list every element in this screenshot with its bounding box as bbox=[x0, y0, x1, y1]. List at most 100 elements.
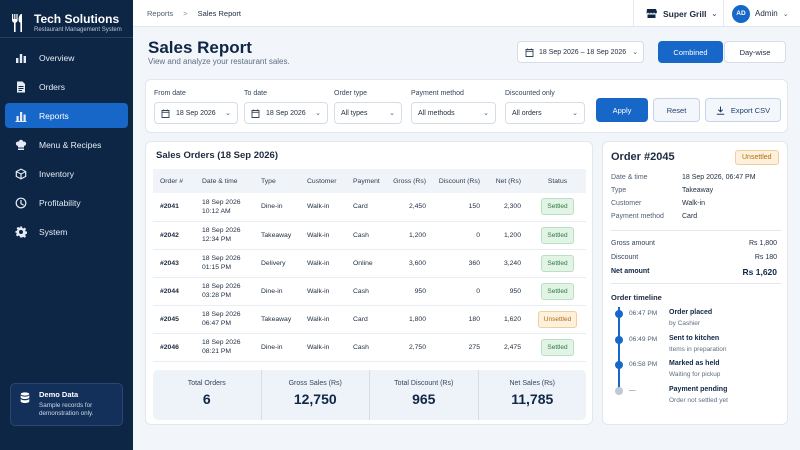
status-badge: Settled bbox=[541, 338, 574, 356]
time-text: 06:47 PM bbox=[202, 320, 232, 327]
download-icon bbox=[716, 106, 725, 115]
order-id-cell: #2042 bbox=[153, 221, 195, 250]
customer-cell: Walk-in bbox=[300, 305, 346, 334]
table-header-row: Order # Date & time Type Customer Paymen… bbox=[153, 169, 586, 193]
sidebar-item-menu-recipes[interactable]: Menu & Recipes bbox=[5, 132, 128, 157]
breadcrumb-current: Sales Report bbox=[197, 9, 242, 18]
export-csv-button[interactable]: Export CSV bbox=[705, 98, 781, 122]
discounted-only-select[interactable]: All orders ⌄ bbox=[505, 102, 585, 124]
reset-button[interactable]: Reset bbox=[653, 98, 700, 122]
order-id-cell: #2045 bbox=[153, 305, 195, 334]
outlet-selector[interactable]: Super Grill ⌄ bbox=[633, 0, 723, 27]
gross-cell: 2,450 bbox=[388, 193, 434, 222]
view-combined-button[interactable]: Combined bbox=[658, 41, 723, 63]
date-text: 18 Sep 2026 bbox=[202, 227, 241, 234]
to-date-input[interactable]: 18 Sep 2026 ⌄ bbox=[244, 102, 328, 124]
table-row[interactable]: #2046 18 Sep 2026 08:21 PM Dine-in Walk-in Ca… bbox=[153, 333, 586, 362]
status-badge: Settled bbox=[541, 282, 574, 300]
net-cell: 1,620 bbox=[488, 305, 529, 334]
discounted-only-value: All orders bbox=[512, 109, 542, 117]
payment-cell: Cash bbox=[346, 333, 388, 362]
sidebar-item-inventory[interactable]: Inventory bbox=[5, 161, 128, 186]
sidebar-item-label: Overview bbox=[39, 52, 75, 63]
status-cell: Settled bbox=[529, 249, 586, 278]
timeline-event: Marked as held bbox=[669, 360, 720, 367]
from-date-input[interactable]: 18 Sep 2026 ⌄ bbox=[154, 102, 238, 124]
timeline-dot bbox=[615, 336, 623, 344]
bar-chart-icon bbox=[16, 53, 26, 63]
datetime-cell: 18 Sep 2026 03:28 PM bbox=[195, 277, 254, 306]
view-daywise-button[interactable]: Day-wise bbox=[724, 41, 786, 63]
sidebar-item-overview[interactable]: Overview bbox=[5, 45, 128, 70]
detail-value: Card bbox=[682, 213, 698, 220]
discount-value: Rs 180 bbox=[754, 254, 777, 261]
date-text: 18 Sep 2026 bbox=[202, 198, 241, 206]
detail-label: Type bbox=[611, 187, 627, 194]
table-row[interactable]: #2044 18 Sep 2026 03:28 PM Dine-in Walk-in Ca… bbox=[153, 277, 586, 306]
chef-hat-icon bbox=[15, 139, 27, 150]
table-row[interactable]: #2043 18 Sep 2026 01:15 PM Delivery Walk-in O… bbox=[153, 249, 586, 278]
payment-method-select[interactable]: All methods ⌄ bbox=[411, 102, 496, 124]
date-text: 18 Sep 2026 bbox=[202, 339, 241, 346]
gross-amount-value: Rs 1,800 bbox=[748, 240, 777, 247]
sidebar-item-label: Inventory bbox=[39, 168, 74, 179]
sidebar-item-orders[interactable]: Orders bbox=[5, 74, 128, 99]
discount-cell: 275 bbox=[434, 333, 488, 362]
gross-cell: 3,600 bbox=[388, 249, 434, 278]
order-id-cell: #2044 bbox=[153, 277, 195, 306]
type-cell: Delivery bbox=[254, 249, 300, 278]
topbar: Reports > Sales Report Super Grill ⌄ AD … bbox=[133, 0, 800, 27]
user-name: Admin bbox=[755, 9, 778, 18]
type-cell: Dine-in bbox=[254, 277, 300, 306]
table-row[interactable]: #2041 18 Sep 2026 10:12 AM Dine-in Walk-in Ca… bbox=[153, 193, 586, 222]
discount-cell: 150 bbox=[434, 193, 488, 222]
gross-cell: 1,200 bbox=[388, 221, 434, 250]
timeline-sub: Order not settled yet bbox=[669, 397, 728, 404]
gross-amount-label: Gross amount bbox=[611, 240, 655, 247]
order-type-select[interactable]: All types ⌄ bbox=[334, 102, 402, 124]
sidebar-item-reports[interactable]: Reports bbox=[5, 103, 128, 128]
column-header: Type bbox=[254, 169, 300, 193]
export-csv-label: Export CSV bbox=[730, 105, 771, 115]
timeline-time: 06:58 PM bbox=[629, 361, 658, 368]
type-cell: Dine-in bbox=[254, 333, 300, 362]
net-amount-value: Rs 1,620 bbox=[742, 267, 778, 277]
discount-cell: 180 bbox=[434, 305, 488, 334]
sidebar-item-label: Menu & Recipes bbox=[39, 139, 102, 150]
divider bbox=[611, 230, 781, 231]
timeline-sub: Items in preparation bbox=[669, 346, 727, 353]
summary-net-sales: Net Sales (Rs) 11,785 bbox=[479, 370, 587, 420]
time-text: 10:12 AM bbox=[202, 207, 231, 215]
date-range-picker[interactable]: 18 Sep 2026 – 18 Sep 2026 ⌄ bbox=[517, 41, 644, 63]
datetime-cell: 18 Sep 2026 01:15 PM bbox=[195, 249, 254, 278]
demo-title: Demo Data bbox=[39, 390, 79, 399]
net-cell: 3,240 bbox=[488, 249, 529, 278]
page-title: Sales Report bbox=[148, 38, 252, 57]
summary-total-discount: Total Discount (Rs) 965 bbox=[370, 370, 479, 420]
detail-value: Walk-in bbox=[682, 200, 706, 207]
to-date-label: To date bbox=[244, 90, 267, 97]
sidebar-item-system[interactable]: System bbox=[5, 219, 128, 244]
table-row[interactable]: #2042 18 Sep 2026 12:34 PM Takeaway Walk-in C… bbox=[153, 221, 586, 250]
orders-summary: Total Orders 6 Gross Sales (Rs) 12,750 T… bbox=[153, 370, 586, 420]
table-row[interactable]: #2045 18 Sep 2026 06:47 PM Takeaway Walk-in C… bbox=[153, 305, 586, 334]
timeline-event: Sent to kitchen bbox=[669, 335, 720, 342]
column-header: Net (Rs) bbox=[488, 169, 529, 193]
status-cell: Settled bbox=[529, 193, 586, 222]
apply-button[interactable]: Apply bbox=[596, 98, 648, 122]
fork-knife-icon bbox=[12, 14, 22, 32]
sidebar-item-profitability[interactable]: Profitability bbox=[5, 190, 128, 215]
discount-cell: 360 bbox=[434, 249, 488, 278]
status-cell: Settled bbox=[529, 277, 586, 306]
to-date-value: 18 Sep 2026 bbox=[266, 109, 306, 117]
breadcrumb-reports[interactable]: Reports bbox=[147, 9, 174, 18]
order-id-cell: #2041 bbox=[153, 193, 195, 222]
order-type-label: Order type bbox=[334, 90, 368, 97]
status-cell: Settled bbox=[529, 333, 586, 362]
demo-description-line2: demonstration only. bbox=[39, 410, 94, 417]
user-menu[interactable]: AD Admin ⌄ bbox=[723, 0, 800, 27]
summary-label: Total Orders bbox=[187, 380, 226, 387]
timeline-sub: Waiting for pickup bbox=[669, 371, 721, 378]
date-range-value: 18 Sep 2026 – 18 Sep 2026 bbox=[539, 48, 627, 56]
chevron-down-icon: ⌄ bbox=[632, 49, 639, 56]
